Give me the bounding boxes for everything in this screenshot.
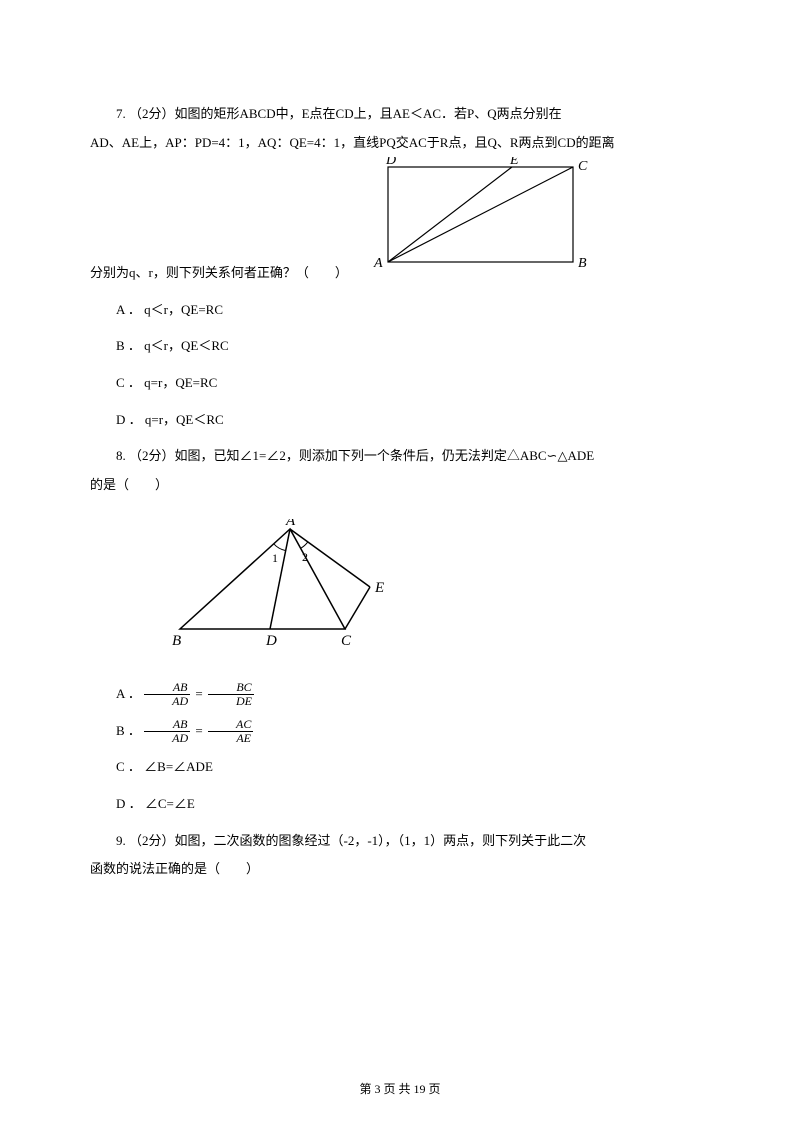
equals-sign: =: [193, 723, 204, 738]
q8-opta-frac2: BC DE: [208, 681, 254, 708]
q7-option-a: A ． q＜r，QE=RC: [90, 296, 710, 325]
q7-figure: A B C D E: [348, 157, 598, 288]
q8-option-b: B ． AB AD = AC AE: [90, 717, 710, 746]
q8-optb-den1: AD: [144, 732, 190, 745]
q8-angle-arc-1: [274, 544, 286, 551]
q8-opta-frac1: AB AD: [144, 681, 190, 708]
q7-figure-row: 分别为q、r，则下列关系何者正确？（ ） A B C D E: [90, 157, 710, 288]
q8-label-b: B: [172, 633, 181, 649]
q7-label-c: C: [578, 159, 588, 174]
footer-current: 3: [374, 1082, 380, 1096]
q8-option-a: A ． AB AD = BC DE: [90, 680, 710, 709]
q8-triangle-abc: [180, 529, 345, 629]
q9-text-2: 函数的说法正确的是（ ）: [90, 855, 710, 884]
footer-suffix: 页: [429, 1082, 441, 1096]
equals-sign: =: [193, 686, 204, 701]
q7-svg: A B C D E: [348, 157, 598, 277]
q8-svg: 1 2 A B C D E: [170, 519, 400, 649]
q7-line-ac: [388, 167, 573, 262]
footer-mid: 页 共: [383, 1082, 410, 1096]
q8-label-d: D: [265, 633, 277, 649]
q7-text-3: 分别为q、r，则下列关系何者正确？（ ）: [90, 259, 348, 288]
q7-line-ae: [388, 167, 512, 262]
q8-text-2: 的是（ ）: [90, 471, 710, 500]
q8-label-2: 2: [302, 550, 308, 564]
q8-optb-frac1: AB AD: [144, 718, 190, 745]
q8-option-c: C ． ∠B=∠ADE: [90, 753, 710, 782]
q8-optb-prefix: B ．: [116, 723, 144, 738]
q7-text-1: 7. （2分）如图的矩形ABCD中，E点在CD上，且AE＜AC．若P、Q两点分别…: [90, 100, 710, 129]
footer-total: 19: [414, 1082, 426, 1096]
q8-optb-num2: AC: [208, 718, 253, 732]
footer-prefix: 第: [359, 1082, 371, 1096]
q8-figure: 1 2 A B C D E: [170, 519, 710, 660]
q7-label-e: E: [509, 157, 519, 168]
q8-opta-num2: BC: [208, 681, 254, 695]
q7-option-c: C ． q=r，QE=RC: [90, 369, 710, 398]
page-footer: 第 3 页 共 19 页: [0, 1076, 800, 1102]
q8-label-a: A: [285, 519, 296, 529]
q7-text-2: AD、AE上，AP：PD=4：1，AQ：QE=4：1，直线PQ交AC于R点，且Q…: [90, 129, 710, 158]
question-9: 9. （2分）如图，二次函数的图象经过（-2，-1），（1，1）两点，则下列关于…: [90, 827, 710, 884]
q8-opta-num1: AB: [144, 681, 190, 695]
q8-text-1: 8. （2分）如图，已知∠1=∠2，则添加下列一个条件后，仍无法判定△ABC∽△…: [90, 442, 710, 471]
q7-option-d: D ． q=r，QE＜RC: [90, 406, 710, 435]
question-8: 8. （2分）如图，已知∠1=∠2，则添加下列一个条件后，仍无法判定△ABC∽△…: [90, 442, 710, 818]
q8-optb-den2: AE: [208, 732, 253, 745]
q8-label-e: E: [374, 580, 384, 596]
q7-label-d: D: [385, 157, 396, 168]
q8-opta-den2: DE: [208, 695, 254, 708]
q8-angle-arc-2: [301, 542, 308, 548]
q8-opta-prefix: A ．: [116, 686, 144, 701]
q8-label-c: C: [341, 633, 352, 649]
q7-label-b: B: [578, 256, 587, 271]
q8-label-1: 1: [272, 551, 278, 565]
q8-optb-num1: AB: [144, 718, 190, 732]
q8-line-ce: [345, 587, 370, 629]
q8-optb-frac2: AC AE: [208, 718, 253, 745]
q7-option-b: B ． q＜r，QE＜RC: [90, 332, 710, 361]
q9-text-1: 9. （2分）如图，二次函数的图象经过（-2，-1），（1，1）两点，则下列关于…: [90, 827, 710, 856]
q8-option-d: D ． ∠C=∠E: [90, 790, 710, 819]
question-7: 7. （2分）如图的矩形ABCD中，E点在CD上，且AE＜AC．若P、Q两点分别…: [90, 100, 710, 434]
q7-label-a: A: [373, 256, 383, 271]
q8-opta-den1: AD: [144, 695, 190, 708]
